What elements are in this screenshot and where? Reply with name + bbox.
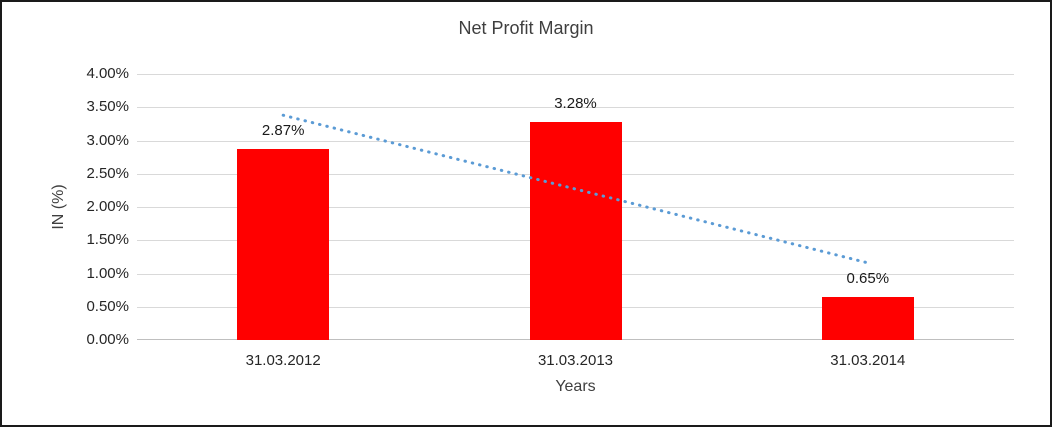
x-axis-title: Years (555, 378, 596, 395)
y-tick-label: 2.50% (86, 164, 129, 182)
y-tick-label: 4.00% (86, 65, 129, 82)
chart-title: Net Profit Margin (458, 18, 594, 38)
y-tick-label: 2.00% (86, 198, 129, 215)
gridline (137, 74, 1014, 75)
plot-area (137, 74, 1014, 340)
y-tick-label: 1.00% (86, 264, 129, 282)
bar-value-label: 0.65% (846, 269, 890, 287)
y-tick-label: 0.00% (86, 331, 129, 348)
y-tick-label: 1.50% (86, 231, 129, 249)
bar (821, 296, 914, 340)
x-tick-label: 31.03.2013 (537, 352, 614, 369)
bar (237, 149, 330, 340)
y-tick-label: 3.00% (86, 131, 129, 149)
bar-value-label: 3.28% (554, 94, 597, 112)
x-tick-label: 31.03.2014 (830, 352, 906, 369)
x-tick-label: 31.03.2012 (245, 352, 321, 369)
bar-value-label: 2.87% (261, 122, 305, 140)
y-tick-label: 3.50% (86, 98, 129, 116)
y-tick-label: 0.50% (86, 297, 129, 315)
bar (529, 121, 622, 340)
trendline (281, 113, 870, 265)
gridline (137, 107, 1014, 109)
